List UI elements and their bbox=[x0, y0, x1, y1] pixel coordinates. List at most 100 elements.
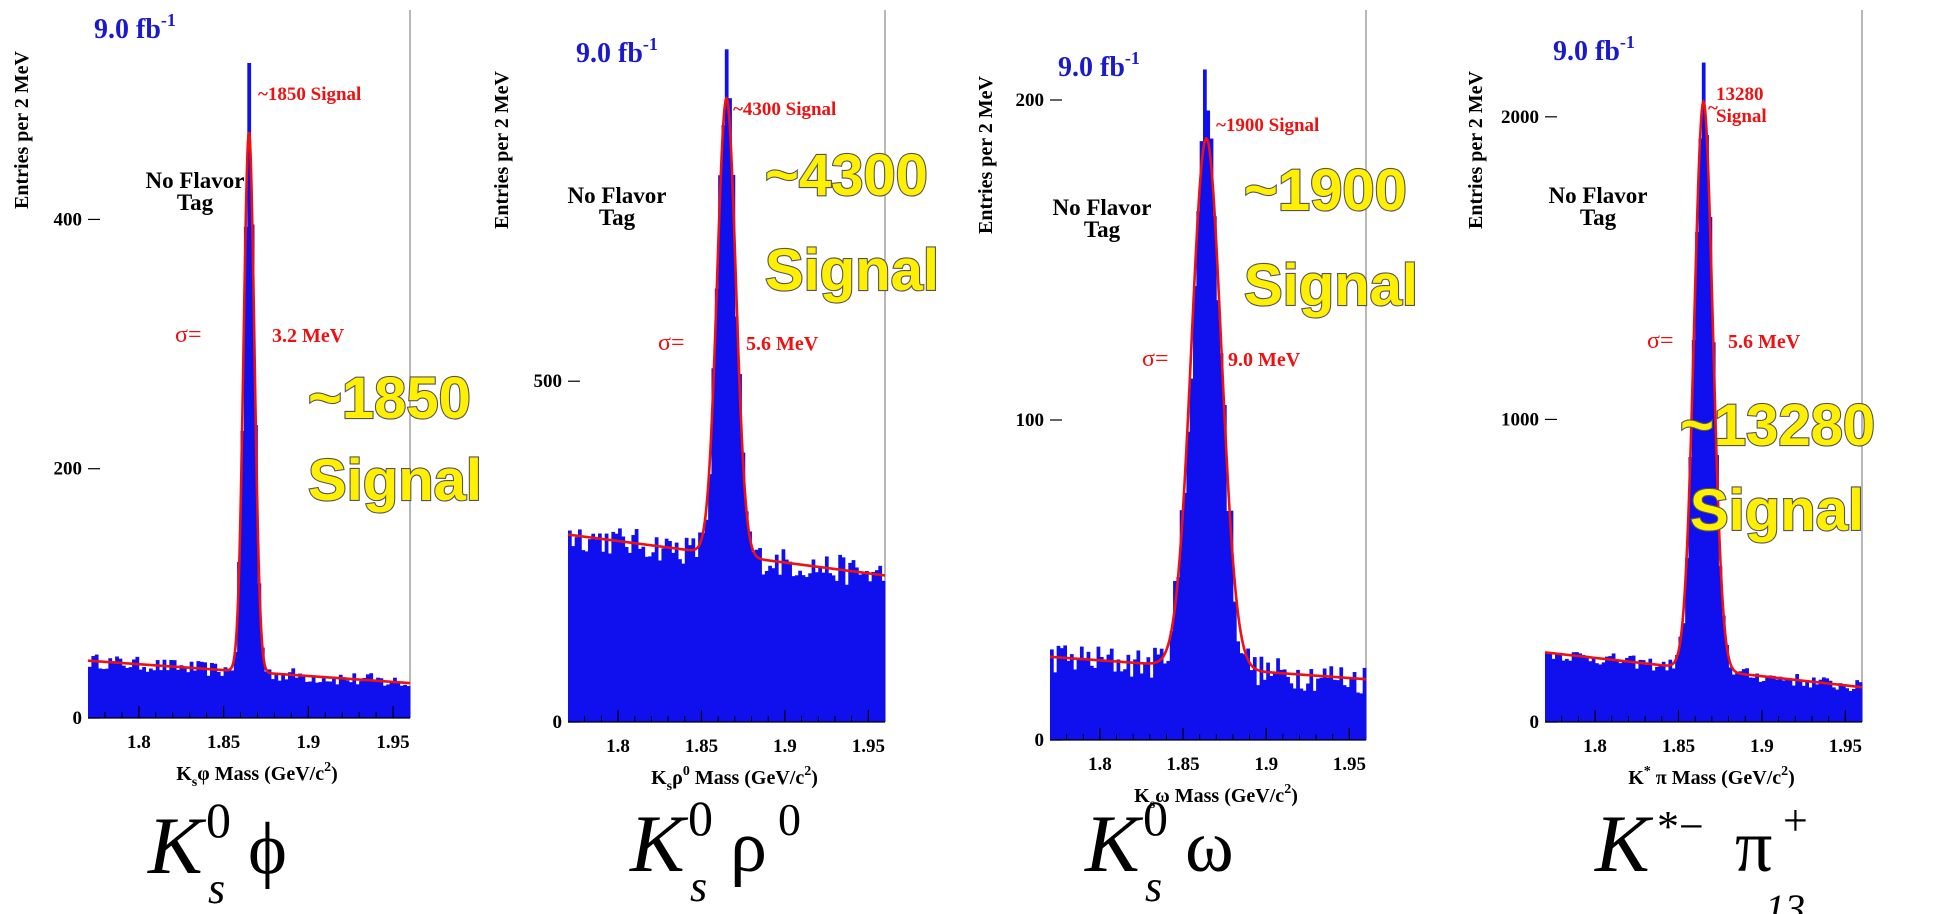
histogram-bin bbox=[355, 684, 360, 718]
histogram-bin bbox=[1651, 670, 1656, 722]
histogram-bin bbox=[1302, 690, 1307, 740]
decay-mode-particle: ϕ bbox=[248, 808, 287, 890]
histogram-bin bbox=[372, 680, 377, 718]
x-axis-label-part: π Mass (GeV/c bbox=[1651, 767, 1781, 789]
histogram-bin bbox=[628, 552, 632, 722]
histogram-bin bbox=[149, 668, 153, 718]
histogram-bin bbox=[578, 529, 582, 722]
histogram-bin bbox=[1239, 653, 1244, 740]
histogram-bin bbox=[379, 678, 384, 718]
histogram-bin bbox=[1286, 676, 1290, 740]
histogram-bin bbox=[608, 553, 612, 722]
overlay-signal-word: Signal bbox=[1690, 478, 1864, 543]
histogram-bin bbox=[1578, 653, 1583, 722]
histogram-bin bbox=[1775, 679, 1779, 722]
histogram-bin bbox=[1835, 689, 1840, 722]
histogram-bin bbox=[1831, 687, 1836, 722]
y-tick-label: 0 bbox=[73, 708, 83, 729]
histogram-bin bbox=[1621, 661, 1626, 722]
x-tick-label: 1.8 bbox=[606, 736, 630, 757]
histogram-bin bbox=[1282, 669, 1287, 740]
histogram-bin bbox=[591, 533, 596, 722]
histogram-bin bbox=[1605, 656, 1609, 722]
histogram-bin bbox=[132, 659, 136, 718]
histogram-bin bbox=[1791, 685, 1796, 722]
histogram-bin bbox=[738, 374, 742, 722]
x-axis-label: K* π Mass (GeV/c2) bbox=[1628, 764, 1795, 789]
luminosity-value: 9.0 fb bbox=[1058, 52, 1125, 83]
histogram-bin bbox=[708, 474, 712, 722]
signal-yield-label: ~4300 Signal bbox=[733, 99, 836, 120]
histogram-bin bbox=[1751, 677, 1756, 722]
histogram-bin bbox=[1548, 652, 1553, 722]
histogram-bin bbox=[674, 542, 679, 722]
decay-mode-k: K bbox=[1594, 798, 1654, 889]
histogram-bin bbox=[111, 661, 116, 718]
decay-mode-superscript: 0 bbox=[206, 792, 231, 848]
histogram-bin bbox=[308, 681, 313, 718]
histogram-bin bbox=[634, 529, 639, 722]
panel-kstar-pi: 1.8 1.85 1.9 1.95 0 1000 2000 Entries per 2 MeV… bbox=[1465, 10, 1876, 889]
histogram-bin bbox=[247, 62, 252, 718]
histogram-bin bbox=[1189, 378, 1194, 740]
histogram-bin bbox=[698, 532, 702, 722]
histogram-bin bbox=[648, 556, 652, 722]
histogram-bin bbox=[651, 552, 656, 722]
histogram-bin bbox=[1352, 672, 1357, 740]
histogram-bin bbox=[1735, 671, 1739, 722]
histogram-bin bbox=[1631, 655, 1636, 722]
histogram-bin bbox=[1066, 660, 1071, 740]
histogram-bin bbox=[291, 668, 296, 718]
histogram-bin bbox=[1685, 557, 1689, 722]
histogram-bin bbox=[376, 677, 380, 718]
histogram-bin bbox=[274, 673, 279, 718]
histogram-bin bbox=[1123, 669, 1127, 740]
histogram-bin bbox=[588, 539, 592, 722]
histogram-bin bbox=[791, 576, 796, 722]
histogram-bin bbox=[172, 660, 177, 718]
histogram-bin bbox=[804, 577, 809, 722]
histogram-bin bbox=[1316, 678, 1320, 740]
histogram-bin bbox=[1728, 667, 1733, 722]
histogram-bin bbox=[1203, 69, 1207, 741]
histogram-bin bbox=[1312, 690, 1317, 740]
histogram-bin bbox=[1322, 668, 1327, 740]
x-axis-label-part: K bbox=[651, 767, 667, 789]
histogram-bin bbox=[1661, 661, 1666, 722]
histogram-bin bbox=[1339, 667, 1344, 740]
histogram-bin bbox=[1598, 664, 1603, 722]
histogram-bin bbox=[584, 551, 589, 722]
x-axis-label-part: K bbox=[176, 763, 192, 785]
histogram-bin bbox=[1209, 138, 1214, 740]
histogram-bin bbox=[768, 565, 772, 722]
histogram-bin bbox=[604, 533, 609, 722]
histogram-bin bbox=[1691, 340, 1696, 722]
histogram-bin bbox=[1828, 680, 1833, 722]
histogram-bin bbox=[668, 541, 672, 722]
x-tick-label: 1.85 bbox=[207, 732, 240, 753]
histogram-bin bbox=[1718, 565, 1723, 722]
histogram-bin bbox=[1232, 601, 1237, 740]
histogram-bin bbox=[396, 681, 401, 718]
histogram-bin bbox=[1781, 680, 1786, 722]
x-tick-label: 1.8 bbox=[127, 732, 151, 753]
luminosity-label: 9.0 fb-1 bbox=[94, 10, 176, 45]
histogram-bin bbox=[721, 125, 726, 723]
histogram-bin bbox=[352, 673, 357, 718]
histogram-bin bbox=[179, 665, 184, 718]
histogram-bin bbox=[1825, 678, 1830, 722]
sigma-value: 9.0 MeV bbox=[1228, 349, 1301, 371]
y-tick-label: 2000 bbox=[1501, 107, 1539, 128]
histogram-bin bbox=[1858, 682, 1863, 722]
histogram-bin bbox=[1206, 110, 1211, 740]
overlay-signal-word: Signal bbox=[1244, 253, 1418, 318]
histogram-bin bbox=[758, 548, 762, 722]
histogram-bin bbox=[1771, 675, 1776, 722]
histogram-bin bbox=[182, 667, 187, 718]
histogram-bin bbox=[159, 670, 163, 718]
histogram-bin bbox=[213, 663, 218, 718]
histogram-bin bbox=[1788, 680, 1793, 722]
no-flavor-tag-line2: Tag bbox=[177, 190, 214, 215]
